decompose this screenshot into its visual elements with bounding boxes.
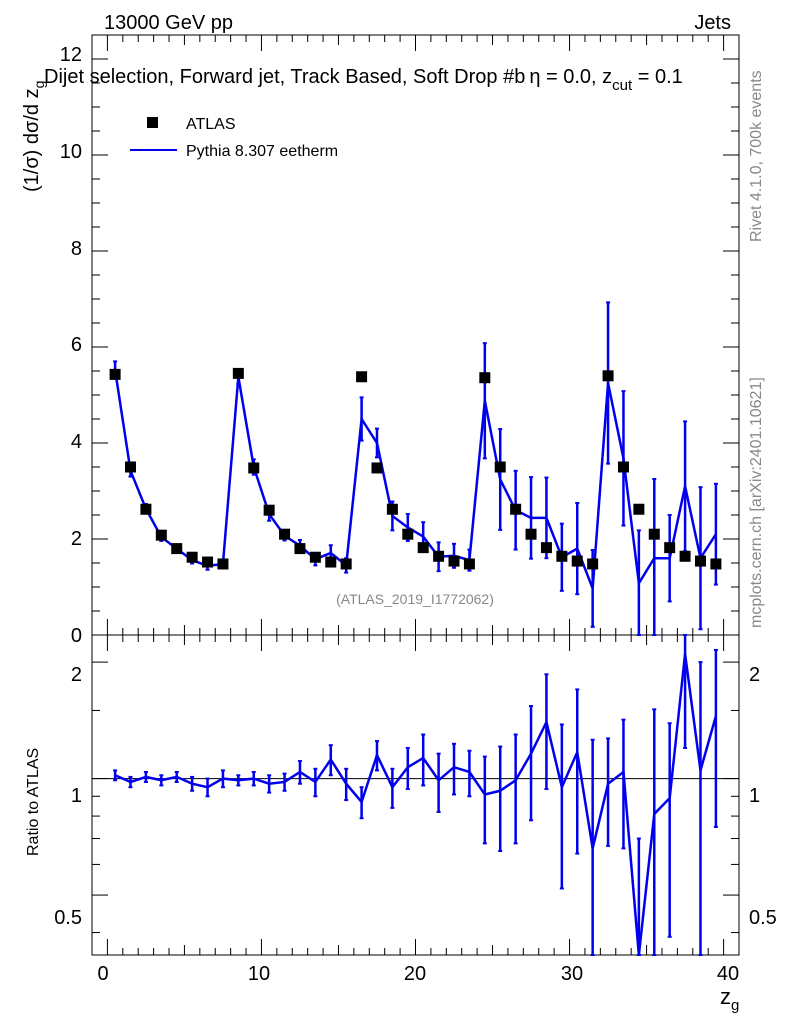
legend-mc-label: Pythia 8.307 eetherm — [186, 143, 338, 160]
plot-title-tail: = 0.1 — [632, 66, 683, 88]
legend-data-label: ATLAS — [186, 116, 236, 133]
atlas-data-point — [125, 461, 137, 473]
atlas-data-point — [263, 504, 275, 516]
atlas-data-point — [617, 461, 629, 473]
atlas-data-point — [448, 555, 460, 567]
top-y-tick-label: 4 — [71, 431, 82, 453]
atlas-data-point — [232, 367, 244, 379]
top-y-axis-title: (1/σ) dσ/d zg — [21, 81, 47, 192]
plot-title-sub: cut — [612, 77, 633, 94]
atlas-data-point — [279, 528, 291, 540]
top-y-tick-label: 2 — [71, 528, 82, 550]
atlas-data-point — [294, 543, 306, 555]
plot-title-main: Dijet selection, Forward jet, Track Base… — [44, 66, 525, 88]
atlas-data-point — [540, 542, 552, 554]
x-tick-label: 10 — [248, 963, 270, 985]
atlas-data-point — [248, 462, 260, 474]
atlas-data-point — [633, 503, 645, 515]
ratio-y-tick-label: 1 — [71, 785, 82, 807]
ratio-y-tick-label-right: 2 — [749, 664, 760, 686]
ratio-y-axis-title: Ratio to ATLAS — [25, 748, 42, 856]
x-tick-label: 40 — [717, 963, 739, 985]
atlas-data-point — [356, 371, 368, 383]
rivet-label: Rivet 4.1.0, 700k events — [748, 70, 765, 242]
category-label: Jets — [694, 12, 731, 34]
mc-line — [113, 369, 717, 589]
axis-ticks — [91, 34, 740, 955]
atlas-data-point — [217, 558, 229, 570]
atlas-data-point — [710, 558, 722, 570]
atlas-data-point — [525, 528, 537, 540]
atlas-data-point — [109, 368, 121, 380]
atlas-data-point — [386, 503, 398, 515]
atlas-data-point — [510, 503, 522, 515]
x-tick-label: 20 — [404, 963, 426, 985]
top-y-tick-label: 12 — [60, 44, 82, 66]
atlas-data-point — [171, 543, 183, 555]
top-y-tick-label: 0 — [71, 625, 82, 647]
ratio-y-tick-label-right: 1 — [749, 785, 760, 807]
atlas-data-point — [340, 558, 352, 570]
energy-label: 13000 GeV pp — [104, 12, 233, 34]
atlas-data-point — [155, 529, 167, 541]
top-y-axis-title-sub: g — [31, 81, 47, 89]
x-axis-title-sub: g — [731, 997, 739, 1014]
mcplots-label: mcplots.cern.ch [arXiv:2401.10621] — [748, 377, 765, 628]
plot-title: Dijet selection, Forward jet, Track Base… — [44, 66, 683, 94]
ratio-y-tick-label: 0.5 — [54, 907, 82, 929]
atlas-data-point — [679, 550, 691, 562]
ratio-panel-frame — [91, 634, 740, 956]
atlas-data-point — [417, 542, 429, 554]
atlas-data-point — [325, 556, 337, 568]
atlas-data-point — [371, 462, 383, 474]
atlas-data-point — [571, 555, 583, 567]
atlas-data-point — [556, 550, 568, 562]
ratio-y-tick-label-right: 0.5 — [749, 907, 777, 929]
top-y-tick-label: 6 — [71, 334, 82, 356]
plot-title-param: η = 0.0, z — [529, 66, 612, 88]
x-axis-title-main: z — [720, 984, 731, 1009]
top-y-axis-title-main: (1/σ) dσ/d z — [21, 88, 43, 192]
ratio-y-tick-label: 2 — [71, 664, 82, 686]
ratio-line — [114, 653, 718, 956]
atlas-data-point — [664, 542, 676, 554]
atlas-data-point — [402, 528, 414, 540]
atlas-data-point — [309, 551, 321, 563]
top-y-tick-label: 10 — [60, 141, 82, 163]
data-series — [109, 367, 722, 570]
top-y-tick-label: 8 — [71, 238, 82, 260]
atlas-data-point — [587, 558, 599, 570]
atlas-data-point — [479, 372, 491, 384]
atlas-data-point — [186, 551, 198, 563]
atlas-data-point — [463, 558, 475, 570]
legend-data-marker — [147, 117, 158, 128]
atlas-data-point — [140, 503, 152, 515]
atlas-data-point — [433, 550, 445, 562]
ratio-series — [92, 634, 739, 956]
x-tick-label: 0 — [97, 963, 108, 985]
x-tick-label: 30 — [561, 963, 583, 985]
atlas-data-point — [694, 555, 706, 567]
atlas-data-point — [202, 556, 214, 568]
x-axis-title: zg — [720, 984, 739, 1014]
atlas-data-point — [648, 528, 660, 540]
atlas-data-point — [602, 370, 614, 382]
analysis-watermark: (ATLAS_2019_I1772062) — [336, 591, 494, 607]
atlas-data-point — [494, 461, 506, 473]
